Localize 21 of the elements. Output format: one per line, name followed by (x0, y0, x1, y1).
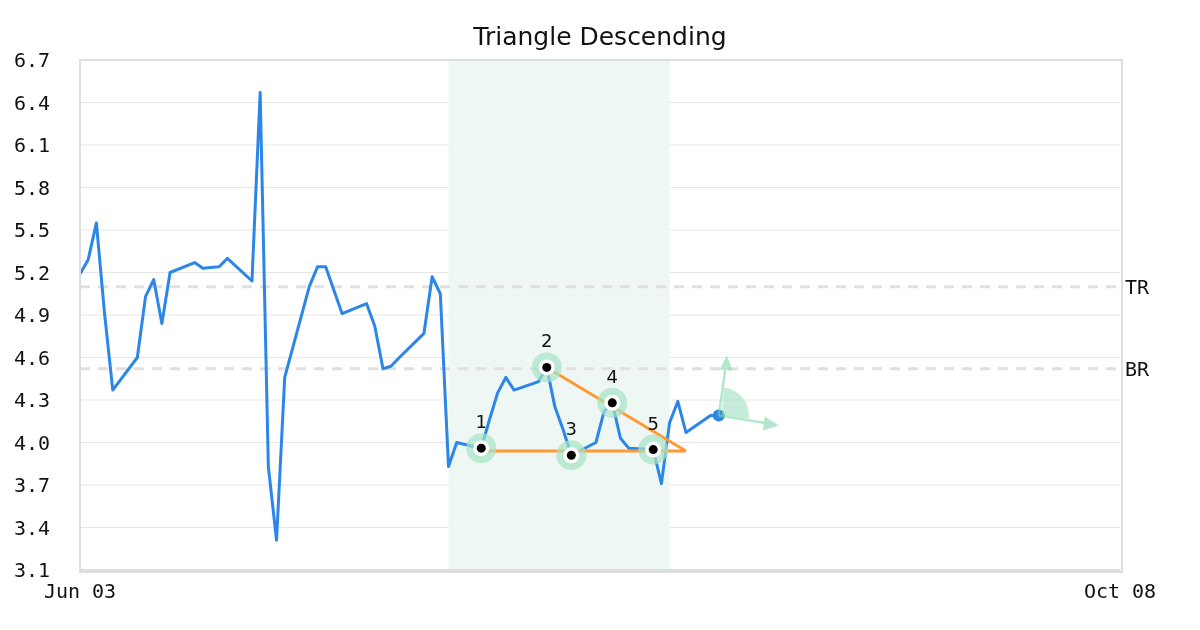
y-tick-label: 4.0 (13, 430, 50, 455)
x-tick-label: Oct 08 (1083, 579, 1157, 604)
y-tick-label: 6.4 (13, 90, 50, 115)
annotation: 2 (541, 330, 553, 352)
y-tick-label: 6.1 (13, 133, 50, 158)
chart-title: Triangle Descending (472, 22, 728, 51)
y-tick-label: 5.5 (13, 218, 50, 243)
annotation: 5 (647, 412, 659, 434)
ref-line-label: TR (1125, 274, 1151, 299)
y-tick-label: 5.8 (13, 175, 50, 200)
annotation: 1 (475, 411, 487, 433)
y-tick-label: 4.3 (13, 388, 50, 413)
annotation: 3 (565, 418, 578, 440)
y-tick-label: 4.6 (13, 345, 50, 370)
ref-line-label: BR (1125, 356, 1151, 381)
y-tick-label: 4.9 (13, 303, 50, 328)
annotation: 4 (606, 365, 619, 387)
y-tick-label: 6.7 (13, 48, 50, 73)
y-tick-label: 3.7 (13, 473, 50, 498)
y-tick-label: 3.4 (13, 515, 50, 540)
y-tick-label: 5.2 (13, 260, 50, 285)
